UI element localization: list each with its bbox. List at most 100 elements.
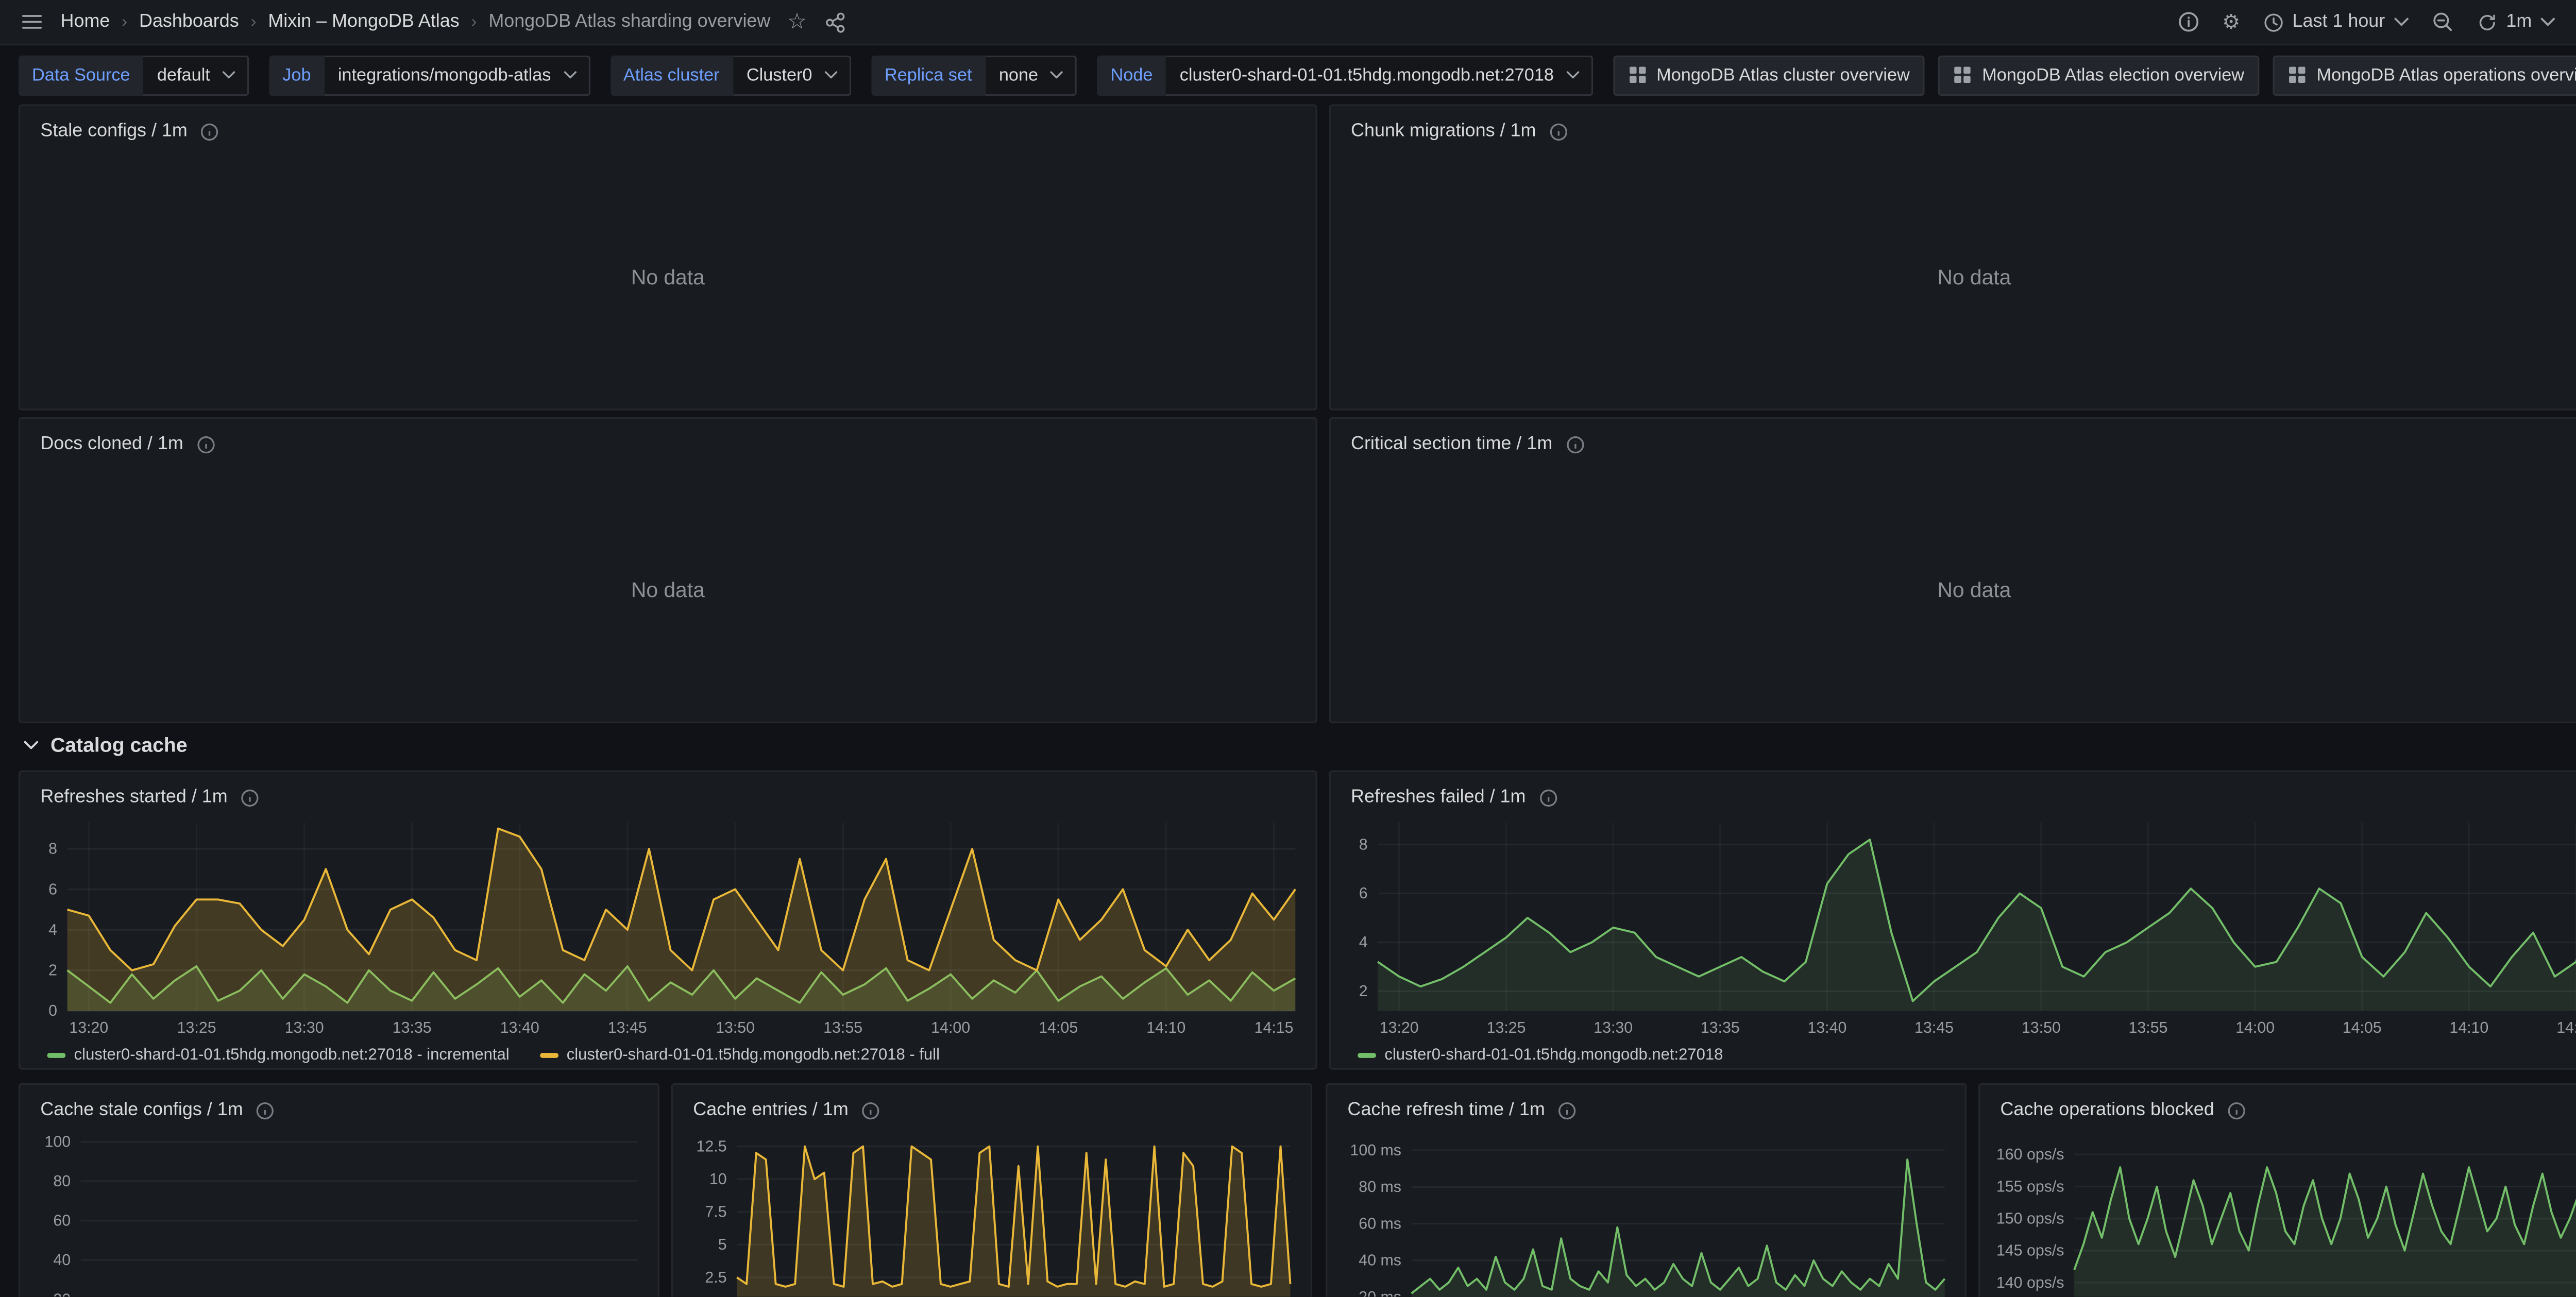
- panel-title: Refreshes failed / 1m: [1351, 787, 1526, 808]
- panel-info-icon[interactable]: [2228, 1101, 2246, 1119]
- panel-stale-configs: Stale configs / 1m No data: [18, 104, 1317, 411]
- variable-job-dropdown[interactable]: integrations/mongodb-atlas: [324, 55, 590, 95]
- svg-text:2.5: 2.5: [705, 1269, 726, 1286]
- svg-text:0: 0: [48, 1002, 57, 1019]
- panel-title: Refreshes started / 1m: [40, 787, 228, 808]
- legend-swatch: [47, 1053, 66, 1058]
- link-election-overview[interactable]: MongoDB Atlas election overview: [1938, 55, 2260, 95]
- panel-title: Cache refresh time / 1m: [1347, 1100, 1545, 1120]
- legend-item[interactable]: cluster0-shard-01-01.t5hdg.mongodb.net:2…: [1358, 1046, 1723, 1065]
- variable-node-dropdown[interactable]: cluster0-shard-01-01.t5hdg.mongodb.net:2…: [1166, 55, 1593, 95]
- variable-value: Cluster0: [746, 64, 812, 85]
- star-icon[interactable]: ☆: [787, 9, 807, 35]
- refreshes-failed-chart[interactable]: 13:20 13:25 13:30 13:35 13:40 13:45 13:50 13:55…: [1341, 816, 2576, 1042]
- panel-header: Critical section time / 1m: [1331, 419, 2576, 459]
- panel-body: No data: [20, 146, 1315, 408]
- legend-item-full[interactable]: cluster0-shard-01-01.t5hdg.mongodb.net:2…: [539, 1046, 940, 1065]
- breadcrumb-home[interactable]: Home: [60, 11, 110, 32]
- link-label: MongoDB Atlas election overview: [1982, 64, 2245, 85]
- panel-cache-operations-blocked: Cache operations blocked 160 ops/s 155 op…: [1978, 1083, 2576, 1297]
- svg-text:20: 20: [53, 1291, 71, 1296]
- svg-text:13:45: 13:45: [608, 1019, 647, 1036]
- breadcrumb-separator: ›: [471, 12, 477, 31]
- refresh-icon[interactable]: [2476, 11, 2498, 32]
- topnav-actions: ⚙ Last 1 hour 1m: [2177, 10, 2576, 34]
- panel-info-icon[interactable]: [1566, 435, 1584, 453]
- no-data-text: No data: [1937, 578, 2011, 602]
- apps-grid-icon: [1954, 65, 1972, 84]
- panel-info-icon[interactable]: [1549, 122, 1568, 141]
- legend-item-incremental[interactable]: cluster0-shard-01-01.t5hdg.mongodb.net:2…: [47, 1046, 510, 1065]
- panel-body: No data: [1331, 459, 2576, 721]
- dashboard-controls: Data Source default Job integrations/mon…: [0, 45, 2576, 104]
- svg-text:14:05: 14:05: [2343, 1019, 2382, 1036]
- panel-info-icon[interactable]: [201, 122, 219, 141]
- breadcrumb-dashboards[interactable]: Dashboards: [139, 11, 239, 32]
- chevron-down-icon: [1566, 71, 1579, 79]
- panel-info-icon[interactable]: [862, 1101, 880, 1119]
- svg-text:5: 5: [718, 1236, 727, 1253]
- breadcrumb-current: MongoDB Atlas sharding overview: [488, 11, 771, 32]
- cache-stale-configs-chart[interactable]: 100 80 60 40 20: [30, 1129, 648, 1297]
- panel-info-icon[interactable]: [241, 788, 260, 807]
- svg-text:155 ops/s: 155 ops/s: [1996, 1178, 2064, 1195]
- svg-text:100: 100: [44, 1133, 71, 1150]
- clock-icon: [2262, 11, 2284, 32]
- chart-legend: cluster0-shard-01-01.t5hdg.mongodb.net:2…: [1331, 1041, 2576, 1065]
- info-circle-icon[interactable]: [2177, 10, 2200, 34]
- time-range-picker[interactable]: Last 1 hour: [2262, 11, 2409, 32]
- svg-text:2: 2: [1359, 983, 1368, 1000]
- link-operations-overview[interactable]: MongoDB Atlas operations overview: [2273, 55, 2576, 95]
- panel-header: Cache operations blocked: [1980, 1085, 2576, 1125]
- svg-text:13:35: 13:35: [393, 1019, 432, 1036]
- cache-refresh-time-chart[interactable]: 100 ms 80 ms 60 ms 40 ms 20 ms: [1337, 1129, 1955, 1297]
- panel-header: Cache stale configs / 1m: [20, 1085, 658, 1125]
- svg-text:6: 6: [48, 881, 57, 898]
- legend-label: cluster0-shard-01-01.t5hdg.mongodb.net:2…: [1384, 1046, 1723, 1065]
- chevron-down-icon: [563, 71, 576, 79]
- svg-text:80 ms: 80 ms: [1359, 1179, 1401, 1196]
- chevron-down-icon: [222, 71, 235, 79]
- cache-operations-blocked-chart[interactable]: 160 ops/s 155 ops/s 150 ops/s 145 ops/s 140 …: [1990, 1129, 2576, 1297]
- panel-info-icon[interactable]: [1558, 1101, 1577, 1119]
- settings-gear-icon[interactable]: ⚙: [2222, 10, 2241, 34]
- svg-text:60 ms: 60 ms: [1359, 1215, 1401, 1232]
- section-catalog-cache[interactable]: Catalog cache: [24, 733, 188, 757]
- panel-docs-cloned: Docs cloned / 1m No data: [18, 417, 1317, 724]
- variable-replicaset-dropdown[interactable]: none: [985, 55, 1077, 95]
- refresh-picker[interactable]: 1m: [2476, 11, 2555, 32]
- link-label: MongoDB Atlas cluster overview: [1656, 64, 1910, 85]
- svg-text:13:45: 13:45: [1914, 1019, 1954, 1036]
- panel-header: Refreshes started / 1m: [20, 772, 1315, 812]
- svg-text:14:00: 14:00: [931, 1019, 970, 1036]
- section-title: Catalog cache: [50, 733, 188, 757]
- svg-text:14:10: 14:10: [2449, 1019, 2488, 1036]
- svg-text:4: 4: [1359, 934, 1368, 951]
- zoom-out-icon[interactable]: [2430, 10, 2454, 34]
- panel-cache-stale-configs: Cache stale configs / 1m 100 80 60 40 20: [18, 1083, 659, 1297]
- svg-text:80: 80: [53, 1173, 71, 1190]
- link-cluster-overview[interactable]: MongoDB Atlas cluster overview: [1613, 55, 1925, 95]
- svg-text:13:55: 13:55: [2129, 1019, 2168, 1036]
- panel-info-icon[interactable]: [257, 1101, 275, 1119]
- variable-cluster-dropdown[interactable]: Cluster0: [733, 55, 851, 95]
- panel-refreshes-started: Refreshes started / 1m 13:20 13:25 13:30 13…: [18, 770, 1317, 1070]
- panel-info-icon[interactable]: [197, 435, 215, 453]
- share-icon[interactable]: [824, 11, 845, 32]
- svg-text:13:30: 13:30: [1594, 1019, 1633, 1036]
- menu-icon[interactable]: [20, 10, 44, 34]
- svg-text:60: 60: [53, 1212, 71, 1229]
- svg-text:13:50: 13:50: [2022, 1019, 2061, 1036]
- variable-datasource-dropdown[interactable]: default: [143, 55, 249, 95]
- time-range-label: Last 1 hour: [2292, 11, 2385, 32]
- breadcrumb-folder[interactable]: Mixin – MongoDB Atlas: [268, 11, 460, 32]
- svg-text:13:40: 13:40: [1807, 1019, 1846, 1036]
- svg-text:145 ops/s: 145 ops/s: [1996, 1242, 2064, 1259]
- refreshes-started-chart[interactable]: 13:20 13:25 13:30 13:35 13:40 13:45 13:50 13:55…: [30, 816, 1306, 1042]
- svg-text:13:50: 13:50: [716, 1019, 755, 1036]
- panel-info-icon[interactable]: [1539, 788, 1558, 807]
- chevron-down-icon: [824, 71, 837, 79]
- cache-entries-chart[interactable]: 12.5 10 7.5 5 2.5: [683, 1129, 1300, 1297]
- panel-title: Cache operations blocked: [2000, 1100, 2214, 1120]
